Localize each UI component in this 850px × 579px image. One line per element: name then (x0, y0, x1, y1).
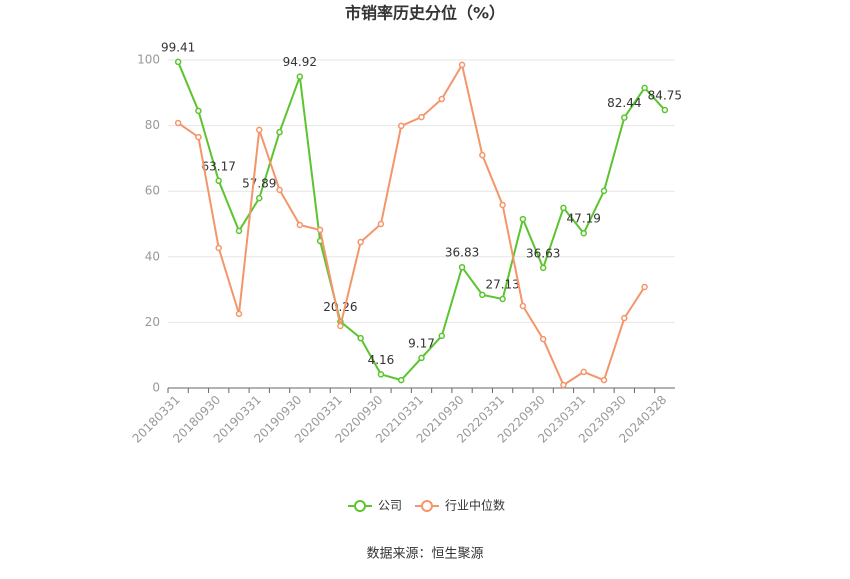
point (438, 95, 446, 103)
point (357, 334, 364, 342)
point (580, 229, 587, 237)
point (296, 221, 304, 229)
point (397, 376, 405, 384)
data-label: 99.41 (161, 40, 195, 54)
legend-item: 公司 (348, 499, 402, 513)
legend-marker (354, 500, 366, 512)
point (519, 215, 527, 223)
point (539, 264, 547, 272)
point (296, 73, 304, 80)
point (235, 310, 243, 318)
point (377, 371, 385, 378)
data-label: 82.44 (607, 96, 641, 110)
point (458, 61, 466, 69)
point (377, 220, 385, 228)
legend-label: 公司 (378, 499, 402, 513)
chart-title: 市销率历史分位（%） (345, 4, 505, 23)
point (479, 151, 486, 159)
data-label: 63.17 (202, 159, 236, 173)
point (235, 227, 243, 235)
point (641, 283, 648, 291)
point (560, 204, 567, 212)
data-label: 9.17 (408, 336, 435, 350)
data-label: 20.26 (323, 300, 357, 314)
data-label: 36.83 (445, 246, 479, 260)
legend-item: 行业中位数 (415, 498, 505, 513)
point (357, 238, 364, 246)
y-tick-label: 20 (145, 315, 160, 329)
data-label: 94.92 (283, 55, 317, 69)
data-label: 36.63 (526, 246, 560, 260)
data-label: 84.75 (648, 89, 682, 103)
point (195, 133, 202, 141)
data-label: 4.16 (368, 353, 395, 367)
point (479, 291, 486, 299)
point (438, 332, 446, 340)
point (174, 119, 182, 127)
point (519, 302, 527, 310)
point (499, 295, 506, 303)
point (276, 186, 283, 194)
point (316, 226, 324, 234)
point (418, 354, 425, 362)
legend-label: 行业中位数 (445, 498, 505, 513)
point (397, 122, 405, 130)
point (418, 113, 425, 121)
point (195, 107, 202, 115)
point (621, 114, 628, 121)
point (256, 126, 263, 134)
point (641, 84, 648, 92)
point (215, 177, 222, 185)
source: 数据来源：恒生聚源 (366, 547, 483, 562)
point (256, 194, 263, 202)
point (661, 106, 669, 114)
point (580, 368, 587, 376)
legend-marker (421, 500, 433, 512)
y-tick-label: 60 (145, 184, 160, 198)
point (600, 187, 608, 195)
data-label: 47.19 (567, 212, 601, 226)
point (600, 376, 608, 384)
y-tick-label: 40 (145, 249, 160, 263)
point (560, 381, 567, 389)
data-label: 57.89 (242, 177, 276, 191)
point (621, 314, 628, 322)
y-tick-label: 80 (145, 118, 160, 132)
point (337, 322, 344, 330)
point (276, 128, 283, 136)
series-line (177, 62, 646, 387)
point (174, 58, 182, 66)
y-tick-label: 100 (137, 53, 160, 67)
point (499, 201, 506, 209)
y-tick-label: 0 (152, 381, 160, 395)
data-label: 27.13 (485, 278, 519, 292)
point (458, 263, 466, 271)
point (215, 244, 222, 252)
point (539, 335, 547, 343)
